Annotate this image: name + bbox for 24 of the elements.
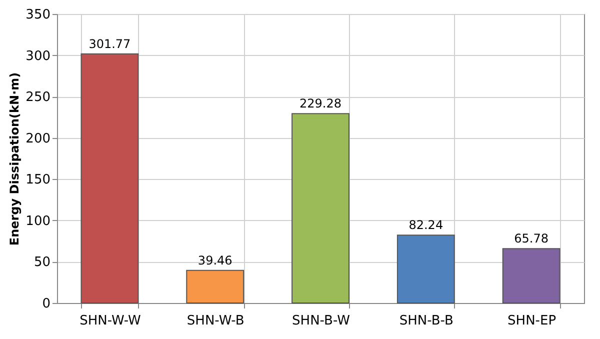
y-tick-label: 50 bbox=[34, 255, 50, 270]
y-tick-label: 100 bbox=[26, 214, 50, 229]
data-label: 229.28 bbox=[300, 96, 342, 111]
bar bbox=[396, 234, 455, 304]
y-tick-label: 250 bbox=[26, 90, 50, 106]
data-label: 301.77 bbox=[88, 36, 131, 51]
data-label: 65.78 bbox=[514, 232, 548, 246]
y-tick-label: 150 bbox=[26, 172, 50, 188]
y-tick-label: 200 bbox=[26, 131, 50, 146]
x-tick-label: SHN-B-W bbox=[292, 314, 350, 328]
x-tick-label: SHN-W-B bbox=[186, 314, 244, 328]
bar bbox=[292, 113, 350, 304]
x-tick-label: SHN-W-W bbox=[80, 314, 141, 328]
bar bbox=[502, 248, 560, 304]
bar bbox=[80, 53, 139, 304]
x-tick-label: SHN-B-B bbox=[399, 314, 454, 328]
bar bbox=[186, 270, 244, 304]
x-tick-label: SHN-EP bbox=[508, 314, 556, 328]
y-axis-title: Energy Dissipation(kN·m) bbox=[8, 72, 22, 246]
data-label: 82.24 bbox=[408, 218, 444, 232]
data-label: 39.46 bbox=[198, 253, 232, 268]
y-tick-label: 0 bbox=[42, 296, 50, 312]
y-tick-label: 300 bbox=[26, 48, 50, 64]
y-tick-label: 350 bbox=[26, 8, 50, 22]
